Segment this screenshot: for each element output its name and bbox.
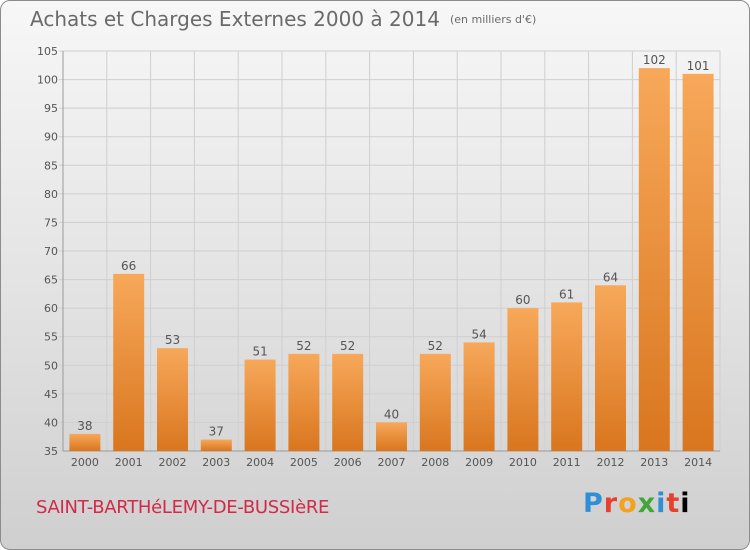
data-label: 102 [643,53,666,67]
logo-letter: x [637,488,657,519]
x-tick-label: 2014 [684,456,712,469]
bar [638,68,670,452]
bar [463,342,495,451]
data-label: 101 [687,59,710,73]
y-tick-label: 50 [44,359,58,372]
data-label: 64 [603,270,618,284]
bar [376,422,407,451]
data-label: 66 [121,259,136,273]
y-tick-label: 70 [44,245,58,258]
data-label: 40 [384,407,399,421]
bar [244,359,276,451]
logo-letter: r [603,488,619,519]
y-tick-label: 40 [44,416,58,429]
y-tick-label: 90 [44,131,58,144]
x-tick-label: 2004 [246,456,274,469]
data-label: 52 [340,339,355,353]
data-label: 61 [559,287,574,301]
data-label: 52 [428,339,443,353]
bar [157,348,188,451]
data-label: 60 [515,293,530,307]
logo-letter: P [583,488,604,519]
bar [332,353,364,451]
bar [288,353,320,451]
city-name: SAINT-BARTHéLEMY-DE-BUSSIèRE [36,497,330,518]
y-tick-label: 55 [44,331,58,344]
y-tick-label: 45 [44,388,58,401]
y-tick-label: 35 [44,445,58,458]
bar [595,285,626,451]
y-tick-label: 60 [44,302,58,315]
x-tick-label: 2006 [334,456,362,469]
y-tick-label: 85 [44,159,58,172]
y-tick-label: 100 [37,74,58,87]
x-tick-label: 2009 [465,456,493,469]
data-label: 38 [77,419,92,433]
proxiti-logo: Proxiti [583,488,691,519]
x-tick-label: 2007 [378,456,406,469]
data-label: 53 [165,333,180,347]
x-tick-label: 2002 [159,456,187,469]
x-tick-label: 2000 [71,456,99,469]
chart-title: Achats et Charges Externes 2000 à 2014 (e… [30,7,536,31]
x-tick-label: 2012 [597,456,625,469]
bar [419,353,451,451]
bar [69,433,101,451]
bar [200,439,232,451]
x-tick-label: 2001 [115,456,143,469]
y-tick-label: 80 [44,188,58,201]
logo-letter: t [666,488,681,519]
logo-letter: i [680,488,691,519]
x-tick-label: 2013 [640,456,668,469]
x-tick-label: 2005 [290,456,318,469]
data-label: 51 [252,345,267,359]
chart-title-text: Achats et Charges Externes 2000 à 2014 [30,7,440,31]
x-tick-label: 2011 [553,456,581,469]
bar [113,273,145,451]
bar [551,302,583,451]
chart-unit: (en milliers d'€) [449,13,537,26]
logo-letter: o [618,488,638,519]
x-tick-label: 2003 [202,456,230,469]
bar [507,308,539,451]
x-tick-label: 2008 [421,456,449,469]
logo-letter: i [656,488,667,519]
y-tick-label: 65 [44,274,58,287]
y-tick-label: 95 [44,102,58,115]
y-tick-label: 105 [37,45,58,58]
bar [682,73,714,451]
y-tick-label: 75 [44,216,58,229]
data-label: 37 [209,425,224,439]
data-label: 52 [296,339,311,353]
x-tick-label: 2010 [509,456,537,469]
data-label: 54 [471,327,486,341]
